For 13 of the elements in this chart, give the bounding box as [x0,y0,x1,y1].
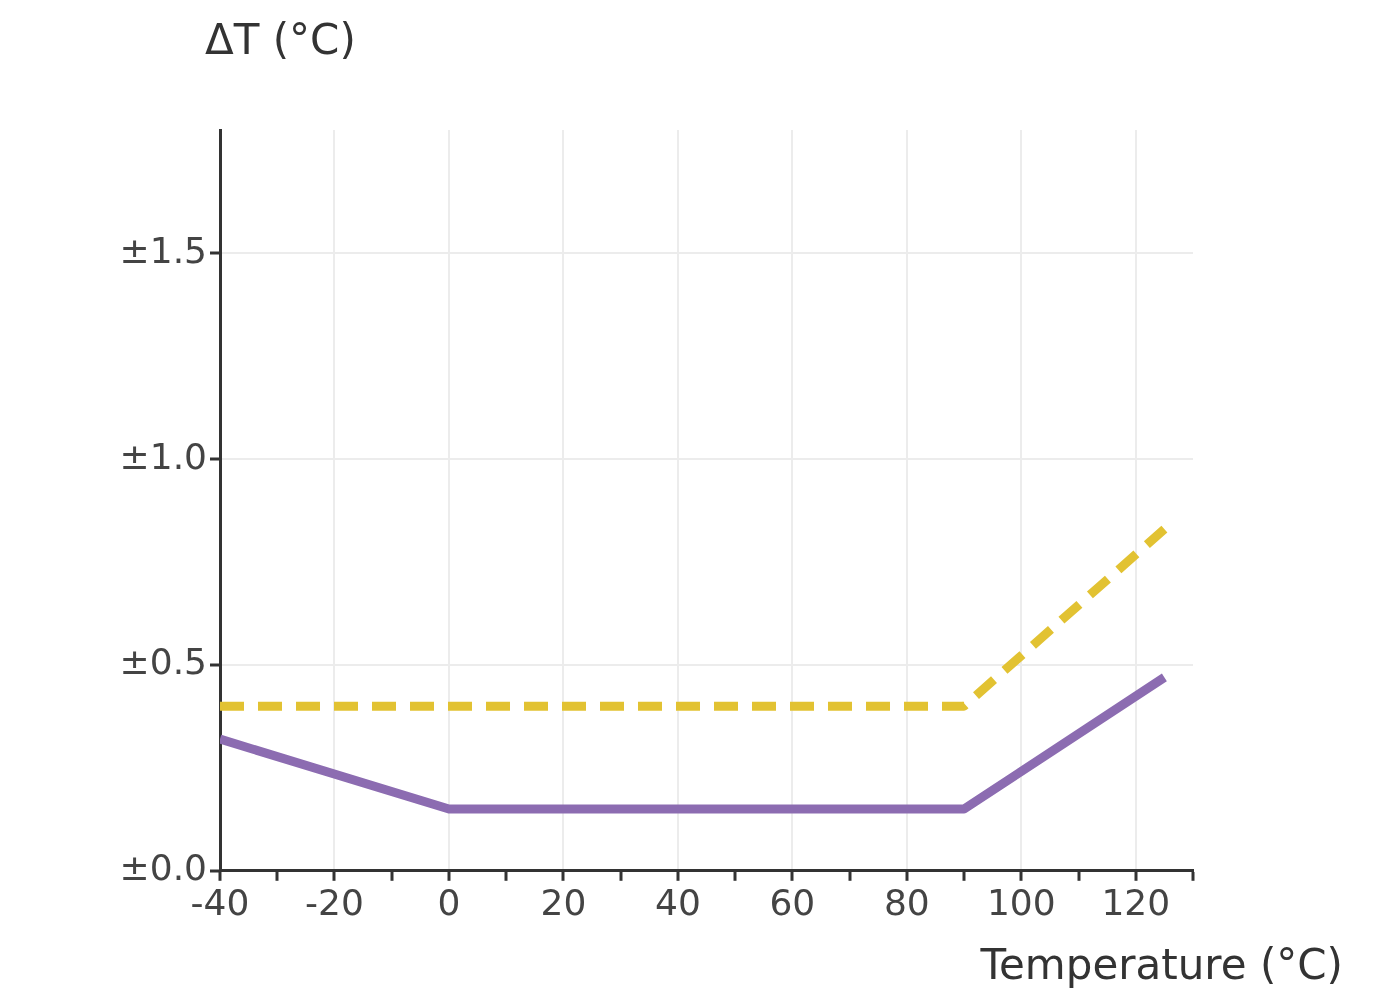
x-tick-label: 20 [540,881,587,923]
x-axis-title: Temperature (°C) [980,940,1343,989]
x-tick-label: 60 [769,881,816,923]
x-tick-label: 0 [437,881,461,923]
x-tick-label: 120 [1101,881,1171,923]
x-tick-label: 40 [654,881,701,923]
y-tick-label: ±1.0 [119,435,207,477]
x-tick-label: -20 [305,881,364,923]
y-tick-label: ±0.5 [119,641,207,683]
y-tick-label: ±1.5 [119,229,207,271]
x-tick-label: 80 [883,881,930,923]
y-axis-title: ΔT (°C) [205,15,356,64]
x-tick-label: 100 [986,881,1056,923]
